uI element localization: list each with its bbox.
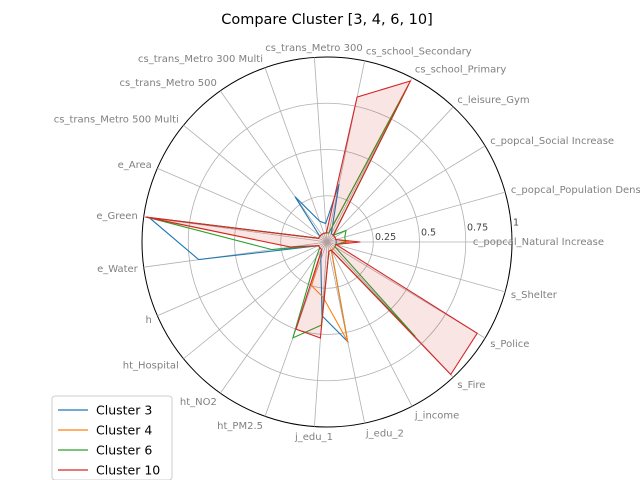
axis-label: cs_trans_Metro 500 Multi [54, 114, 179, 125]
radial-tick-label: 0.5 [421, 227, 436, 238]
legend-entry: Cluster 4 [96, 423, 152, 438]
grid-spoke [219, 241, 328, 394]
legend-entry: Cluster 10 [96, 463, 160, 478]
grid-spoke [157, 241, 328, 317]
axis-label: cs_trans_Metro 300 [265, 43, 362, 54]
legend: Cluster 3 Cluster 4 Cluster 6 Cluster 10 [51, 395, 173, 480]
chart-title: Compare Cluster [3, 4, 6, 10] [221, 12, 433, 28]
axis-label: s_Shelter [511, 290, 558, 301]
legend-frame [51, 395, 173, 480]
grid-spoke [264, 67, 328, 243]
axis-label: ht_Hospital [123, 361, 179, 372]
axis-label: ht_NO2 [180, 397, 217, 408]
legend-entry: Cluster 3 [96, 403, 152, 418]
grid-spoke [326, 106, 454, 243]
axis-label: cs_trans_Metro 500 [119, 78, 216, 89]
axis-label: j_edu_1 [294, 432, 333, 443]
axis-label: cs_school_Secondary [366, 47, 472, 58]
axis-label: cs_trans_Metro 300 Multi [138, 54, 263, 65]
axis-label: c_popcal_Social Increase [490, 136, 614, 147]
axis-label: h [145, 315, 151, 326]
radial-tick-label: 0.75 [467, 222, 488, 233]
grid-spoke [219, 90, 328, 243]
axis-label: ht_PM2.5 [217, 421, 263, 432]
axis-label: s_Police [490, 339, 529, 350]
axis-label: e_Green [96, 211, 137, 222]
radial-tick-label: 1 [513, 218, 519, 229]
grid-spoke [326, 191, 506, 243]
grid-spoke [183, 241, 328, 360]
axis-label: e_Area [118, 160, 152, 171]
grid-spoke [157, 167, 328, 243]
axis-label: j_income [414, 411, 459, 422]
axis-labels: 0.25 0.5 0.75 1 c_popcal_Natural Increase c_p… [54, 43, 640, 443]
grid-spoke [326, 241, 506, 293]
legend-entry: Cluster 6 [96, 443, 152, 458]
radar-series [145, 80, 478, 376]
grid-spoke [183, 124, 328, 243]
axis-label: c_popcal_Natural Increase [473, 237, 604, 248]
radial-tick-label: 0.25 [375, 232, 396, 243]
grid-spoke [326, 241, 413, 407]
grid-spoke [313, 57, 328, 243]
axis-label: e_Water [97, 264, 139, 275]
axis-label: c_leisure_Gym [457, 95, 529, 106]
axis-label: j_edu_2 [365, 428, 404, 439]
axis-label: c_popcal_Population Density [511, 185, 640, 196]
grid-spoke [326, 145, 486, 243]
axis-label: s_Fire [457, 380, 485, 391]
axis-label: cs_school_Primary [415, 64, 506, 75]
grid-spoke [326, 60, 366, 243]
series-cluster-10 [145, 80, 478, 376]
